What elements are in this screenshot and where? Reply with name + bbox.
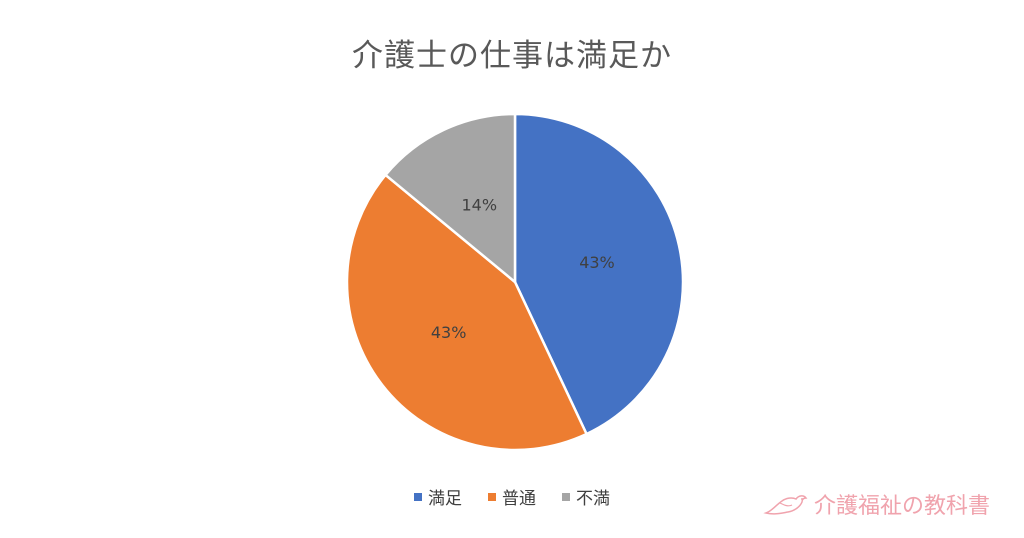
legend-swatch	[562, 492, 570, 501]
watermark-logo: 介護福祉の教科書	[762, 486, 1012, 522]
legend-label: 不満	[576, 489, 610, 509]
slice-data-label: 43%	[579, 253, 615, 272]
pie-slice-0	[513, 112, 685, 436]
legend-label: 満足	[428, 489, 462, 509]
legend-item: 普通	[488, 484, 536, 509]
chart-title: 介護士の仕事は満足か	[352, 38, 672, 74]
legend: 満足 普通 不満	[0, 484, 1024, 509]
legend-item: 満足	[414, 484, 462, 509]
legend-label: 普通	[502, 489, 536, 509]
legend-item: 不満	[562, 484, 610, 509]
slice-data-label: 43%	[431, 323, 467, 342]
bird-icon	[763, 495, 808, 515]
legend-swatch	[488, 492, 496, 501]
watermark-text: 介護福祉の教科書	[814, 494, 991, 519]
slice-data-label: 14%	[461, 195, 497, 214]
pie-slice-1	[345, 173, 589, 452]
pie-slice-2	[383, 112, 517, 285]
legend-swatch	[414, 492, 422, 501]
